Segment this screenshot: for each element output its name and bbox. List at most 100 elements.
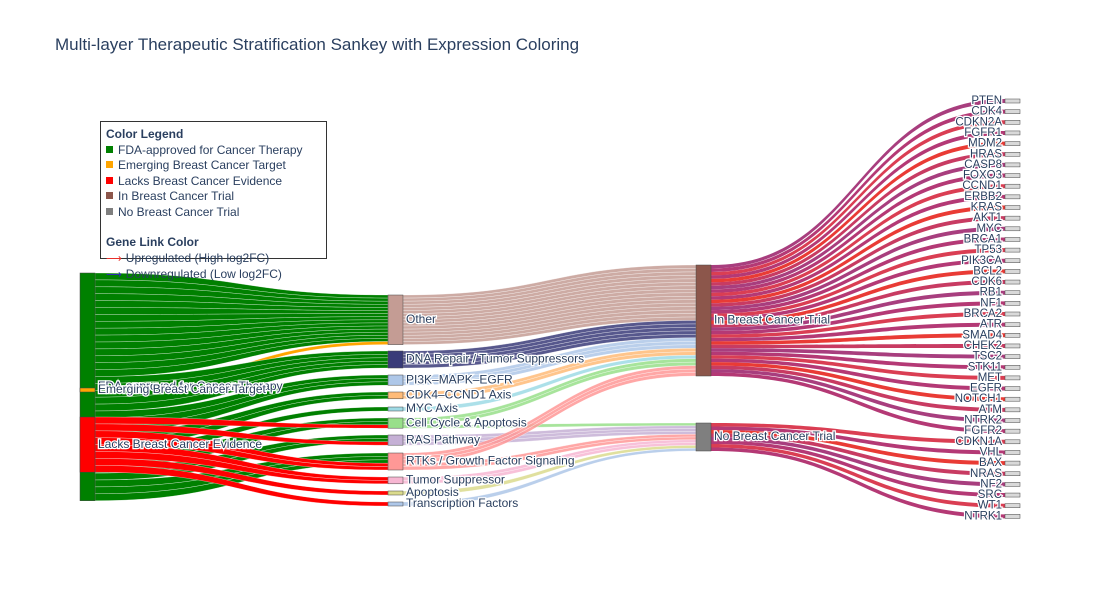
gene-label-myc: MYC (976, 223, 1002, 235)
node-cell-cycle-apoptosis[interactable] (387, 417, 404, 429)
node-ras-pathway[interactable] (387, 434, 404, 446)
links-layer (94, 99, 1005, 519)
link-no-breast-cancer-trial-to-src (711, 440, 1005, 498)
node-transcription-factors[interactable] (387, 501, 404, 507)
node-gene-tp53[interactable] (1004, 247, 1021, 253)
node-label-lacks-breast-cancer-evidence: Lacks Breast Cancer Evidence (98, 437, 262, 451)
node-gene-nf2[interactable] (1004, 482, 1021, 487)
gene-label-vhl: VHL (980, 446, 1003, 458)
gene-label-mdm2: MDM2 (968, 138, 1002, 150)
gene-label-fgfr1: FGFR1 (964, 127, 1002, 139)
node-gene-src[interactable] (1004, 492, 1021, 498)
node-gene-fgfr2[interactable] (1004, 428, 1021, 434)
node-gene-brca1[interactable] (1004, 237, 1021, 242)
gene-label-atr: ATR (980, 319, 1002, 331)
link-no-breast-cancer-trial-to-nf2 (711, 437, 1005, 487)
node-in-breast-cancer-trial[interactable] (695, 264, 712, 377)
node-gene-chek2[interactable] (1004, 343, 1021, 349)
link-in-breast-cancer-trial-to-chek2 (711, 343, 1005, 349)
node-cdk4-ccnd1-axis[interactable] (387, 391, 404, 400)
link-in-breast-cancer-trial-to-notch1 (711, 362, 1005, 402)
link-in-breast-cancer-trial-to-cdk4 (711, 109, 1005, 272)
node-gene-cdkn2a[interactable] (1004, 120, 1021, 125)
node-other[interactable] (387, 294, 404, 345)
node-gene-hras[interactable] (1004, 152, 1021, 157)
node-gene-ntrk2[interactable] (1004, 418, 1021, 423)
node-gene-cdk4[interactable] (1004, 109, 1021, 114)
link-in-breast-cancer-trial-to-pik3ca (711, 258, 1005, 321)
node-label-pi3k-mapk-egfr: PI3K–MAPK–EGFR (406, 372, 513, 386)
node-gene-kras[interactable] (1004, 205, 1021, 210)
gene-label-tp53: TP53 (975, 244, 1003, 256)
legend-item-emerging: Emerging Breast Cancer Target (106, 158, 321, 174)
gene-label-smad4: SMAD4 (962, 329, 1002, 341)
node-apoptosis[interactable] (387, 490, 404, 496)
node-gene-akt1[interactable] (1004, 215, 1021, 221)
node-gene-met[interactable] (1004, 375, 1021, 381)
link-in-breast-cancer-trial-to-pten (711, 99, 1005, 269)
node-gene-foxo3[interactable] (1004, 173, 1021, 178)
node-gene-nras[interactable] (1004, 471, 1021, 476)
link-in-breast-cancer-trial-to-atm (711, 365, 1005, 412)
link-no-breast-cancer-trial-to-ntrk1 (711, 447, 1005, 519)
node-gene-stk11[interactable] (1004, 365, 1021, 370)
node-gene-cdk6[interactable] (1004, 279, 1021, 285)
node-tumor-suppressor[interactable] (387, 476, 404, 485)
node-rtks-growth-factor-signaling[interactable] (387, 452, 404, 471)
gene-label-cdkn1a: CDKN1A (955, 436, 1002, 448)
node-gene-casp8[interactable] (1004, 162, 1021, 168)
link-in-breast-cancer-trial-to-atr (711, 322, 1005, 342)
node-gene-tsc2[interactable] (1004, 354, 1021, 359)
node-gene-rb1[interactable] (1004, 290, 1021, 295)
gene-label-akt1: AKT1 (973, 212, 1002, 224)
gene-label-stk11: STK11 (968, 361, 1002, 373)
gene-label-tsc2: TSC2 (973, 351, 1002, 363)
node-gene-egfr[interactable] (1004, 386, 1021, 391)
legend-item-upregulated: ⟶ Upregulated (High log2FC) (106, 251, 321, 268)
node-gene-bcl2[interactable] (1004, 269, 1021, 274)
node-gene-pik3ca[interactable] (1004, 258, 1021, 263)
node-label-myc-axis: MYC Axis (406, 401, 458, 415)
node-lacks-breast-cancer-evidence[interactable] (79, 416, 96, 473)
legend-item-downregulated: ⟶ Downregulated (Low log2FC) (106, 267, 321, 284)
node-emerging-breast-cancer-target[interactable] (79, 387, 96, 393)
node-pi3k-mapk-egfr[interactable] (387, 374, 404, 386)
nodes-layer (79, 98, 1021, 519)
node-gene-wt1[interactable] (1004, 503, 1021, 508)
chart-title: Multi-layer Therapeutic Stratification S… (55, 35, 579, 54)
gene-label-cdk4: CDK4 (971, 106, 1002, 118)
node-gene-myc[interactable] (1004, 226, 1021, 232)
gene-label-nf1: NF1 (980, 297, 1002, 309)
node-gene-erbb2[interactable] (1004, 194, 1021, 200)
node-label-in-breast-cancer-trial: In Breast Cancer Trial (714, 313, 830, 327)
gene-label-brca1: BRCA1 (964, 233, 1002, 245)
link-in-breast-cancer-trial-to-egfr (711, 358, 1005, 391)
labels-layer: FDA-approved for Cancer TherapyEmerging … (97, 94, 1004, 524)
gene-label-cdkn2a: CDKN2A (955, 116, 1002, 128)
node-gene-atr[interactable] (1004, 322, 1021, 327)
node-label-emerging-breast-cancer-target: Emerging Breast Cancer Target (98, 382, 267, 396)
legend-title-color: Color Legend (106, 127, 184, 141)
node-gene-brca2[interactable] (1004, 311, 1021, 317)
node-gene-cdkn1a[interactable] (1004, 439, 1021, 445)
node-gene-pten[interactable] (1004, 98, 1021, 104)
right-arrow-icon: ⟶ (106, 252, 122, 265)
node-gene-smad4[interactable] (1004, 333, 1021, 338)
gene-label-egfr: EGFR (970, 383, 1002, 395)
node-dna-repair-tumor-suppressors[interactable] (387, 350, 404, 369)
link-in-breast-cancer-trial-to-fgfr2 (711, 372, 1005, 434)
node-myc-axis[interactable] (387, 406, 404, 412)
node-gene-notch1[interactable] (1004, 396, 1021, 402)
node-gene-fgfr1[interactable] (1004, 130, 1021, 136)
link-in-breast-cancer-trial-to-fgfr1 (711, 130, 1005, 279)
node-gene-atm[interactable] (1004, 407, 1021, 413)
node-gene-ntrk1[interactable] (1004, 514, 1021, 519)
node-gene-ccnd1[interactable] (1004, 183, 1021, 189)
node-gene-bax[interactable] (1004, 460, 1021, 466)
node-no-breast-cancer-trial[interactable] (695, 422, 712, 452)
node-gene-vhl[interactable] (1004, 450, 1021, 455)
gene-label-wt1: WT1 (978, 500, 1002, 512)
node-gene-nf1[interactable] (1004, 301, 1021, 306)
node-gene-mdm2[interactable] (1004, 141, 1021, 146)
